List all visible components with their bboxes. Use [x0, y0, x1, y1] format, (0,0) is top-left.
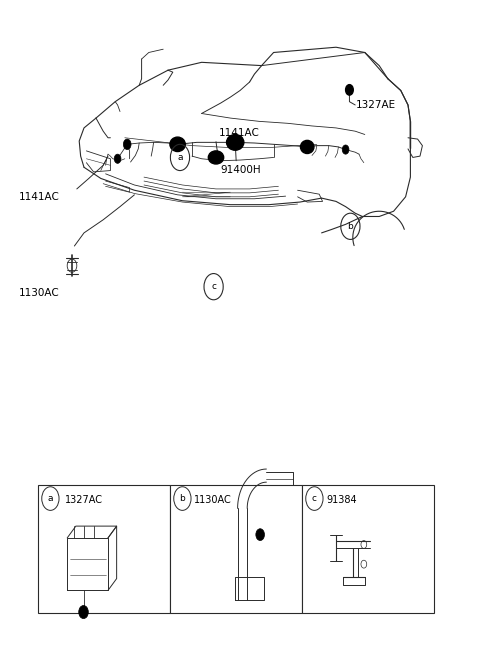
Text: 1327AE: 1327AE: [356, 100, 396, 110]
Text: 1141AC: 1141AC: [218, 128, 259, 138]
Text: 91400H: 91400H: [221, 165, 262, 175]
Bar: [38, 485, 170, 613]
Text: c: c: [312, 494, 317, 503]
Circle shape: [346, 85, 353, 95]
Bar: [170, 485, 302, 613]
Circle shape: [342, 145, 349, 154]
Text: 1327AC: 1327AC: [65, 495, 103, 505]
Text: 91384: 91384: [326, 495, 357, 505]
Text: 1130AC: 1130AC: [19, 288, 60, 298]
Text: a: a: [48, 494, 53, 503]
Ellipse shape: [227, 134, 244, 150]
Ellipse shape: [208, 151, 224, 164]
Circle shape: [79, 605, 88, 619]
Text: a: a: [177, 153, 183, 162]
Text: b: b: [180, 494, 185, 503]
Text: 1130AC: 1130AC: [194, 495, 232, 505]
Ellipse shape: [300, 140, 314, 154]
Circle shape: [123, 139, 131, 150]
Bar: [302, 485, 434, 613]
Text: c: c: [211, 282, 216, 291]
Circle shape: [256, 529, 264, 541]
Ellipse shape: [170, 137, 185, 152]
Circle shape: [114, 154, 121, 163]
Text: 1141AC: 1141AC: [19, 192, 60, 202]
Text: b: b: [348, 222, 353, 231]
